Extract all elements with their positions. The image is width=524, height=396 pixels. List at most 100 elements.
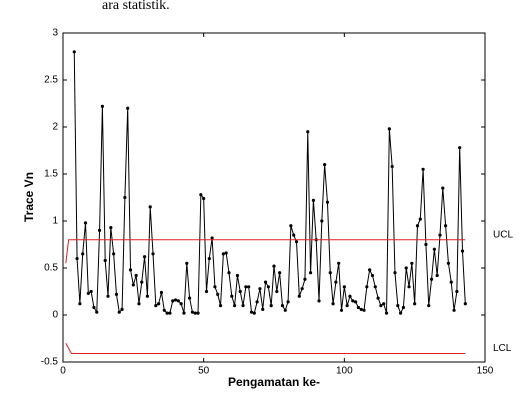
data-point [188,296,192,300]
data-point [297,294,301,298]
data-point [317,299,321,303]
data-point [384,311,389,315]
data-point [413,302,417,306]
data-point [432,247,436,251]
data-point [396,304,400,308]
data-point [429,277,434,281]
data-point [438,233,442,237]
data-point [126,106,130,110]
data-point [337,261,341,265]
data-point [123,195,127,200]
data-point [255,300,259,304]
data-point [356,305,360,310]
data-point [320,219,324,223]
data-point [444,224,448,228]
data-point [137,302,141,306]
limit-line [65,239,466,264]
data-point [179,302,183,306]
data-point [339,308,344,312]
y-tick-label: 1.5 [44,169,58,180]
data-point [353,300,358,304]
data-point [300,287,304,291]
data-point [95,310,99,314]
data-point [83,221,88,225]
data-point [452,308,456,312]
plot-frame [62,32,486,363]
data-point [173,298,178,302]
data-point [331,302,335,306]
data-point [342,285,346,289]
data-point [199,193,203,197]
data-point [393,271,397,275]
y-tick-label: 0 [52,310,58,321]
data-point [103,258,107,263]
data-point [72,50,76,54]
y-tick-label: 2.5 [44,75,58,86]
data-point [328,271,332,275]
x-tick-label: 150 [477,366,494,377]
data-point [233,304,237,308]
data-point [218,304,223,308]
data-point [424,242,428,247]
data-point [159,290,164,295]
data-point [97,228,102,232]
data-point [263,280,268,284]
data-point [404,266,408,270]
data-point [258,287,262,291]
data-point [89,289,93,294]
data-point [289,224,293,228]
y-tick-label: 1 [52,216,58,227]
data-point [286,300,290,304]
data-point [221,252,225,256]
data-point [190,310,195,314]
data-point [418,217,422,221]
data-point [238,289,242,294]
data-point [148,205,152,209]
data-point [252,311,256,315]
data-point [359,307,363,311]
data-point [120,307,124,311]
data-point [421,167,425,171]
data-point [266,285,270,289]
data-point [345,304,349,308]
data-point [370,273,375,278]
data-point [92,305,96,310]
data-point [303,277,307,281]
data-point [334,280,338,284]
data-point [165,311,169,315]
limit-label: LCL [493,343,512,354]
data-point [455,289,459,294]
data-point [168,311,172,315]
data-point [376,296,380,300]
y-tick-label: 2 [52,122,58,133]
data-point [202,196,206,201]
data-point [162,308,166,312]
data-point [379,304,383,308]
data-point [294,240,299,244]
data-point [230,294,234,298]
data-point [86,291,90,295]
data-point [213,285,217,289]
data-point [390,164,394,169]
data-point [81,252,85,256]
data-point [362,308,366,312]
data-point [117,310,121,314]
x-axis-label: Pengamatan ke- [228,375,320,389]
data-point [351,299,355,303]
data-point [75,257,79,261]
data-point [446,261,451,265]
data-point [210,236,214,240]
data-point [441,186,445,190]
data-point [247,285,251,289]
data-point [154,304,158,308]
data-point [171,299,175,303]
data-point [151,252,155,256]
y-axis-label: Trace Vn [22,172,36,222]
data-point [227,271,231,275]
data-point [196,311,200,315]
data-point [435,273,439,278]
data-point [193,311,197,315]
data-point [283,308,287,312]
y-tick-label: -0.5 [41,357,59,368]
